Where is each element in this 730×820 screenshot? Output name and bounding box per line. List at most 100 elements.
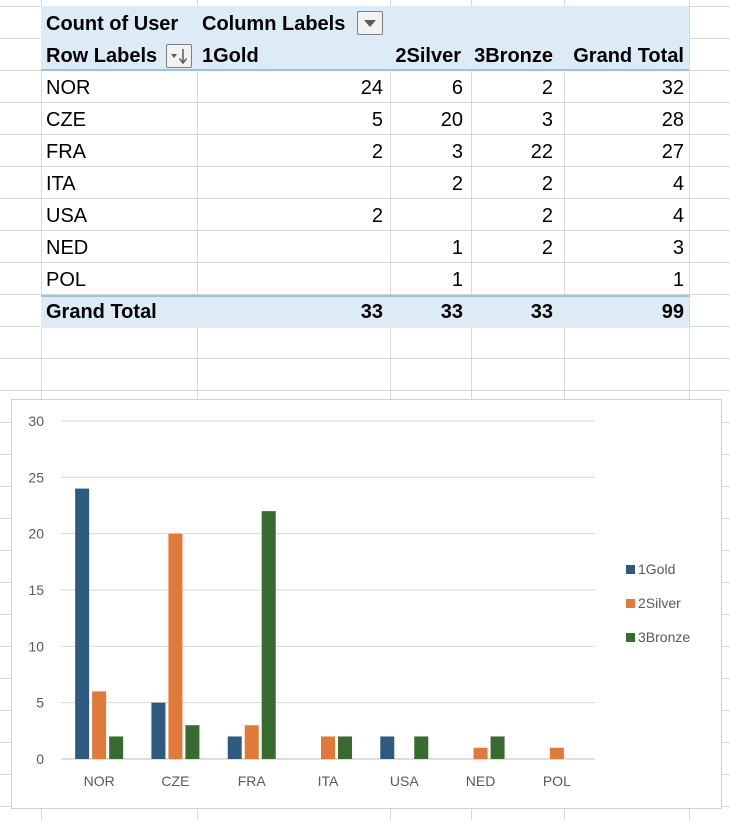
column-header-gold[interactable]: 1Gold	[202, 45, 259, 67]
value-cell-bronze[interactable]: 2	[541, 173, 553, 195]
value-cell-silver[interactable]: 6	[451, 77, 463, 99]
value-cell-bronze[interactable]: 3	[541, 109, 553, 131]
chart-plot: 0 5 10 15 20 25 30 NOR CZE FRA ITA USA NED POL 1Gold 2S…	[28, 413, 690, 789]
bar-3bronze-ita	[338, 736, 352, 759]
value-cell-gold[interactable]: 24	[360, 77, 383, 99]
legend-label: 2Silver	[638, 595, 681, 611]
sort-descending-icon	[171, 49, 188, 65]
value-cell-gold[interactable]	[291, 232, 383, 264]
row-label[interactable]: NOR	[46, 77, 91, 99]
bar-1gold-usa	[380, 736, 395, 759]
value-cell-bronze[interactable]: 22	[530, 141, 553, 163]
row-sort-filter-button[interactable]	[166, 44, 192, 68]
grid-row-line	[0, 390, 730, 391]
bar-3bronze-nor	[109, 736, 124, 759]
value-cell-total[interactable]: 4	[672, 205, 684, 227]
row-label[interactable]: NED	[46, 237, 89, 259]
grand-total-bronze[interactable]: 33	[530, 301, 553, 323]
bar-2silver-ita	[321, 736, 335, 759]
x-category-label: ITA	[318, 773, 339, 789]
legend-swatch-1gold	[626, 565, 635, 574]
y-tick-label: 25	[28, 469, 44, 485]
row-label[interactable]: USA	[46, 205, 88, 227]
value-cell-total[interactable]: 27	[661, 141, 684, 163]
bar-2silver-pol	[549, 747, 564, 759]
column-header-grand-total[interactable]: Grand Total	[573, 45, 684, 67]
legend-swatch-2silver	[626, 599, 635, 608]
x-category-label: NED	[466, 773, 496, 789]
value-field-label[interactable]: Count of User	[46, 13, 179, 35]
grid-row-line	[0, 358, 730, 359]
column-header-silver[interactable]: 2Silver	[395, 45, 461, 67]
x-category-label: NOR	[84, 773, 115, 789]
value-cell-bronze[interactable]	[461, 264, 553, 296]
filter-dropdown-icon	[364, 20, 376, 27]
grid-row-line	[0, 262, 730, 263]
value-cell-bronze[interactable]: 2	[541, 77, 553, 99]
grid-row-line	[0, 134, 730, 135]
value-cell-total[interactable]: 4	[672, 173, 684, 195]
value-cell-silver[interactable]: 2	[451, 173, 463, 195]
bar-3bronze-cze	[185, 725, 200, 759]
grand-total-label[interactable]: Grand Total	[46, 301, 157, 323]
pivot-total-band	[41, 296, 689, 328]
value-cell-total[interactable]: 3	[672, 237, 684, 259]
column-header-bronze[interactable]: 3Bronze	[474, 45, 553, 67]
value-cell-silver[interactable]: 1	[451, 237, 463, 259]
value-cell-silver[interactable]: 20	[440, 109, 463, 131]
y-tick-label: 20	[28, 526, 44, 542]
bar-2silver-nor	[92, 691, 107, 759]
value-cell-gold[interactable]: 2	[371, 205, 383, 227]
bar-2silver-cze	[168, 533, 183, 759]
value-cell-silver[interactable]: 3	[451, 141, 463, 163]
value-cell-gold[interactable]	[291, 264, 383, 296]
bar-1gold-fra	[227, 736, 242, 759]
row-label[interactable]: ITA	[46, 173, 76, 195]
value-cell-gold[interactable]: 5	[371, 109, 383, 131]
grid-row-line	[0, 294, 730, 295]
pivot-table[interactable]: Count of User Column Labels Row Labels 1…	[41, 6, 689, 328]
grid-row-line	[0, 102, 730, 103]
bar-3bronze-fra	[261, 511, 276, 759]
column-filter-dropdown-button[interactable]	[357, 11, 383, 35]
row-label[interactable]: POL	[46, 269, 87, 291]
x-category-label: USA	[390, 773, 419, 789]
column-labels-header[interactable]: Column Labels	[202, 13, 346, 35]
y-tick-label: 30	[28, 413, 44, 429]
grand-total-overall[interactable]: 99	[661, 301, 684, 323]
grand-total-gold[interactable]: 33	[360, 301, 383, 323]
x-category-label: POL	[543, 773, 571, 789]
row-labels-header[interactable]: Row Labels	[46, 45, 158, 67]
legend-swatch-3bronze	[626, 633, 635, 642]
legend-label: 1Gold	[638, 561, 675, 577]
total-divider	[41, 295, 689, 297]
bar-2silver-ned	[473, 747, 488, 759]
y-tick-label: 0	[36, 751, 44, 767]
value-cell-total[interactable]: 28	[661, 109, 684, 131]
x-category-label: CZE	[161, 773, 189, 789]
grid-row-line	[0, 166, 730, 167]
value-cell-bronze[interactable]: 2	[541, 237, 553, 259]
value-cell-total[interactable]: 32	[661, 77, 684, 99]
row-label[interactable]: FRA	[46, 141, 86, 163]
x-category-label: FRA	[238, 773, 267, 789]
bar-1gold-nor	[75, 488, 90, 759]
value-cell-gold[interactable]: 2	[371, 141, 383, 163]
grid-row-line	[0, 198, 730, 199]
row-label[interactable]: CZE	[46, 109, 86, 131]
medal-count-chart[interactable]: 0 5 10 15 20 25 30 NOR CZE FRA ITA USA NED POL 1Gold 2S…	[11, 399, 722, 809]
value-cell-silver[interactable]: 1	[451, 269, 463, 291]
grand-total-silver[interactable]: 33	[440, 301, 463, 323]
grid-row-line	[0, 230, 730, 231]
legend-label: 3Bronze	[638, 629, 690, 645]
value-cell-total[interactable]: 1	[672, 269, 684, 291]
value-cell-bronze[interactable]: 2	[541, 205, 553, 227]
y-tick-label: 5	[36, 695, 44, 711]
value-cell-silver[interactable]	[371, 200, 463, 232]
bar-3bronze-usa	[414, 736, 429, 759]
bar-3bronze-ned	[490, 736, 505, 759]
value-cell-gold[interactable]	[291, 168, 383, 200]
bar-2silver-fra	[244, 725, 259, 759]
y-tick-label: 15	[28, 582, 44, 598]
bar-1gold-cze	[151, 702, 166, 759]
